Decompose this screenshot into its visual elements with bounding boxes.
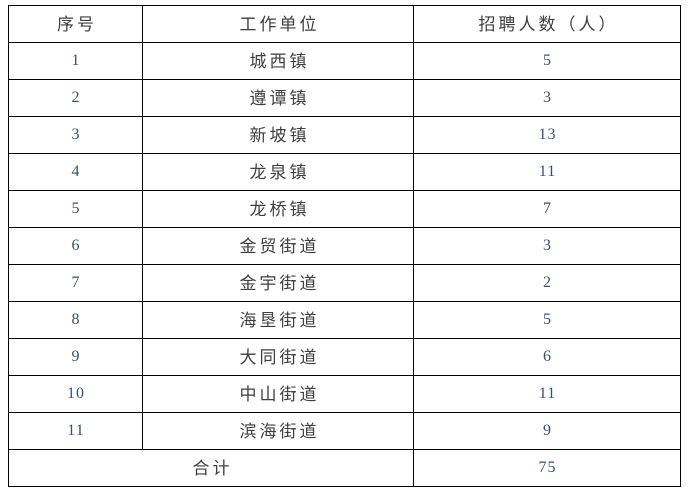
table-row: 7 金宇街道 2 (8, 264, 681, 302)
header-row: 序号 工作单位 招聘人数（人） (8, 5, 681, 43)
cell-count: 5 (413, 301, 681, 339)
cell-count: 11 (413, 375, 681, 413)
cell-unit: 城西镇 (142, 42, 414, 80)
cell-no: 5 (8, 190, 143, 228)
cell-no: 2 (8, 79, 143, 117)
cell-count: 7 (413, 190, 681, 228)
cell-count: 6 (413, 338, 681, 376)
cell-count: 5 (413, 42, 681, 80)
cell-unit: 大同街道 (142, 338, 414, 376)
cell-unit: 金贸街道 (142, 227, 414, 265)
cell-unit: 新坡镇 (142, 116, 414, 154)
cell-no: 6 (8, 227, 143, 265)
table-row: 3 新坡镇 13 (8, 116, 681, 154)
recruitment-table: 序号 工作单位 招聘人数（人） 1 城西镇 5 2 遵谭镇 3 3 新坡镇 13 (8, 5, 681, 487)
cell-no: 3 (8, 116, 143, 154)
cell-unit: 龙桥镇 (142, 190, 414, 228)
cell-no: 4 (8, 153, 143, 191)
cell-count: 13 (413, 116, 681, 154)
cell-no: 7 (8, 264, 143, 302)
cell-no: 11 (8, 412, 143, 450)
column-header-no: 序号 (8, 5, 143, 43)
table-row: 9 大同街道 6 (8, 338, 681, 376)
cell-unit: 遵谭镇 (142, 79, 414, 117)
total-value-cell: 75 (413, 449, 681, 487)
cell-count: 3 (413, 227, 681, 265)
cell-unit: 海垦街道 (142, 301, 414, 339)
cell-count: 2 (413, 264, 681, 302)
cell-no: 10 (8, 375, 143, 413)
total-row: 合计 75 (8, 449, 681, 487)
column-header-unit: 工作单位 (142, 5, 414, 43)
cell-count: 3 (413, 79, 681, 117)
cell-no: 1 (8, 42, 143, 80)
cell-no: 9 (8, 338, 143, 376)
table-row: 10 中山街道 11 (8, 375, 681, 413)
table-row: 8 海垦街道 5 (8, 301, 681, 339)
total-label-cell: 合计 (8, 449, 414, 487)
table-row: 11 滨海街道 9 (8, 412, 681, 450)
table-row: 1 城西镇 5 (8, 42, 681, 80)
cell-unit: 龙泉镇 (142, 153, 414, 191)
table-row: 4 龙泉镇 11 (8, 153, 681, 191)
column-header-count: 招聘人数（人） (413, 5, 681, 43)
table-row: 6 金贸街道 3 (8, 227, 681, 265)
cell-count: 9 (413, 412, 681, 450)
cell-count: 11 (413, 153, 681, 191)
table-row: 5 龙桥镇 7 (8, 190, 681, 228)
cell-unit: 滨海街道 (142, 412, 414, 450)
cell-no: 8 (8, 301, 143, 339)
cell-unit: 金宇街道 (142, 264, 414, 302)
cell-unit: 中山街道 (142, 375, 414, 413)
table-row: 2 遵谭镇 3 (8, 79, 681, 117)
